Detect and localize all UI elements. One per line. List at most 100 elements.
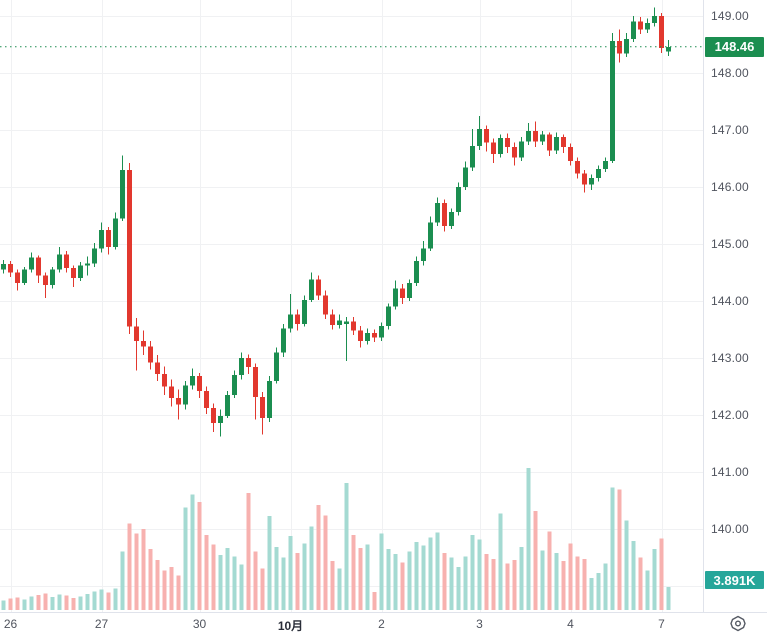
candle-body — [582, 173, 587, 185]
volume-bar — [393, 553, 398, 610]
volume-bar — [351, 534, 356, 610]
volume-bar — [449, 557, 454, 610]
candle-body — [645, 22, 650, 30]
candle-body — [120, 169, 125, 219]
time-tick-label: 10月 — [277, 619, 304, 633]
candle-body — [281, 328, 286, 353]
price-tick-label: 142.00 — [711, 408, 749, 422]
volume-bar — [533, 511, 538, 610]
candle-body — [652, 16, 657, 23]
candle-body — [659, 16, 664, 48]
volume-bar — [260, 568, 265, 610]
volume-bar — [92, 591, 97, 610]
candle-body — [561, 136, 566, 148]
candle-body — [309, 279, 314, 300]
volume-bar — [246, 493, 251, 610]
volume-bar — [29, 596, 34, 610]
timescale-settings-button[interactable] — [724, 612, 752, 634]
volume-bar — [71, 598, 76, 610]
price-tick-label: 147.00 — [711, 123, 749, 137]
candle-body — [512, 147, 517, 158]
candle-body — [337, 320, 342, 325]
candle-body — [463, 167, 468, 187]
volume-bar — [554, 552, 559, 610]
price-tick-label: 141.00 — [711, 465, 749, 479]
volume-bar — [281, 557, 286, 610]
candle-body — [638, 21, 643, 30]
volume-bar — [8, 598, 13, 610]
candle-body — [603, 160, 608, 169]
volume-bar — [162, 570, 167, 610]
candle-body — [267, 380, 272, 418]
candle-body — [435, 202, 440, 223]
volume-bar — [1, 600, 6, 610]
time-tick-label: 27 — [94, 617, 109, 631]
price-tick-label: 143.00 — [711, 351, 749, 365]
volume-bar — [36, 595, 41, 610]
volume-bar — [365, 544, 370, 610]
candle-body — [43, 275, 48, 286]
candle-body — [407, 282, 412, 299]
candle-body — [71, 267, 76, 279]
candle-body — [176, 397, 181, 405]
price-tick-label: 145.00 — [711, 237, 749, 251]
candle-body — [484, 128, 489, 143]
candle-body — [127, 169, 132, 327]
price-tick-label: 149.00 — [711, 9, 749, 23]
candle-body — [547, 134, 552, 151]
last-price-value: 148.46 — [714, 39, 755, 55]
candle-body — [1, 263, 6, 270]
volume-bar — [379, 533, 384, 610]
candle-body — [99, 229, 104, 249]
price-tick-label: 140.00 — [711, 522, 749, 536]
volume-bar — [253, 551, 258, 610]
candle-body — [400, 288, 405, 299]
candle-body — [491, 142, 496, 154]
candle-body — [190, 376, 195, 386]
volume-bar — [512, 559, 517, 610]
volume-bar — [505, 563, 510, 610]
candle-body — [92, 248, 97, 264]
volume-bar — [617, 489, 622, 610]
volume-bar — [463, 556, 468, 610]
volume-bar — [386, 549, 391, 610]
candle-body — [477, 128, 482, 146]
candle-body — [64, 254, 69, 268]
candle-body — [617, 41, 622, 54]
candle-body — [155, 362, 160, 374]
time-tick-label: 2 — [378, 617, 385, 631]
candle-body — [295, 314, 300, 324]
gear-icon — [730, 615, 746, 631]
volume-bar — [372, 592, 377, 610]
candle-body — [575, 160, 580, 174]
candle-body — [148, 346, 153, 363]
volume-bar — [337, 568, 342, 610]
volume-bar — [176, 575, 181, 610]
volume-bar — [316, 505, 321, 610]
candle-body — [379, 326, 384, 338]
candle-body — [421, 248, 426, 262]
volume-bar — [302, 543, 307, 610]
candle-body — [106, 229, 111, 247]
volume-bar — [603, 563, 608, 610]
candle-body — [351, 321, 356, 331]
candle-body — [449, 212, 454, 226]
candle-body — [197, 376, 202, 392]
candle-body — [344, 321, 349, 324]
candle-body — [365, 332, 370, 341]
candle-body — [57, 254, 62, 270]
candle-body — [498, 137, 503, 154]
volume-bar — [78, 596, 83, 610]
volume-bar — [43, 593, 48, 610]
volume-bar — [232, 556, 237, 610]
volume-bar — [57, 594, 62, 610]
candle-body — [610, 41, 615, 161]
time-tick-label: 26 — [3, 617, 18, 631]
candle-body — [113, 218, 118, 247]
candle-body — [260, 396, 265, 418]
volume-bar — [106, 592, 111, 610]
time-tick-label: 30 — [192, 617, 207, 631]
volume-bar — [148, 549, 153, 610]
